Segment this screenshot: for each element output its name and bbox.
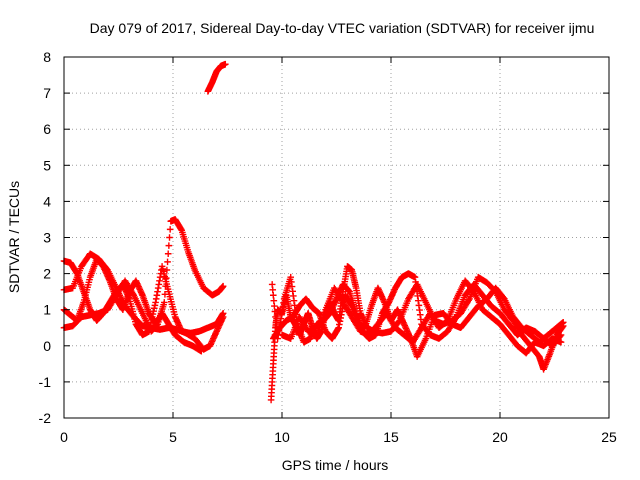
series-track-h xyxy=(268,270,565,350)
data-points xyxy=(60,60,567,404)
series-track-i xyxy=(278,277,565,357)
y-tick-label: 0 xyxy=(43,338,51,354)
data-point xyxy=(164,258,171,266)
data-point xyxy=(219,282,227,290)
y-tick-label: 1 xyxy=(43,302,51,318)
data-point xyxy=(452,315,459,322)
axis-ticks: 0 5 10 15 20 25 -2 -1 0 1 2 3 4 5 6 7 8 xyxy=(39,49,617,445)
y-tick-label: 5 xyxy=(43,157,51,173)
data-point xyxy=(165,242,173,249)
x-axis-label: GPS time / hours xyxy=(282,457,389,473)
data-point xyxy=(164,250,172,258)
y-tick-label: 2 xyxy=(43,266,51,282)
y-tick-label: 3 xyxy=(43,230,51,246)
grid xyxy=(64,57,609,418)
y-tick-label: 8 xyxy=(43,49,51,65)
y-tick-label: 7 xyxy=(43,85,51,101)
series-track-c xyxy=(60,257,227,339)
x-tick-label: 20 xyxy=(492,429,508,445)
x-tick-label: 15 xyxy=(383,429,399,445)
y-tick-label: -1 xyxy=(39,374,52,390)
data-point xyxy=(160,299,168,306)
y-tick-label: 4 xyxy=(43,193,51,209)
data-point xyxy=(559,319,567,326)
y-tick-label: -2 xyxy=(39,410,52,426)
data-point xyxy=(465,297,472,304)
y-axis-label: SDTVAR / TECUs xyxy=(6,181,22,293)
x-tick-label: 5 xyxy=(169,429,177,445)
series-track-b xyxy=(60,216,227,335)
data-point xyxy=(556,332,564,340)
data-point xyxy=(166,234,173,241)
data-point xyxy=(222,60,229,68)
data-point xyxy=(557,338,565,346)
series-track-e xyxy=(204,60,229,95)
data-point xyxy=(198,347,205,355)
data-point xyxy=(557,331,565,339)
x-tick-label: 25 xyxy=(601,429,617,445)
chart-title: Day 079 of 2017, Sidereal Day-to-day VTE… xyxy=(90,20,595,36)
series-track-d xyxy=(60,255,205,355)
x-tick-label: 10 xyxy=(274,429,290,445)
x-tick-label: 0 xyxy=(60,429,68,445)
y-tick-label: 6 xyxy=(43,121,51,137)
data-point xyxy=(166,226,174,233)
data-point xyxy=(219,310,227,317)
